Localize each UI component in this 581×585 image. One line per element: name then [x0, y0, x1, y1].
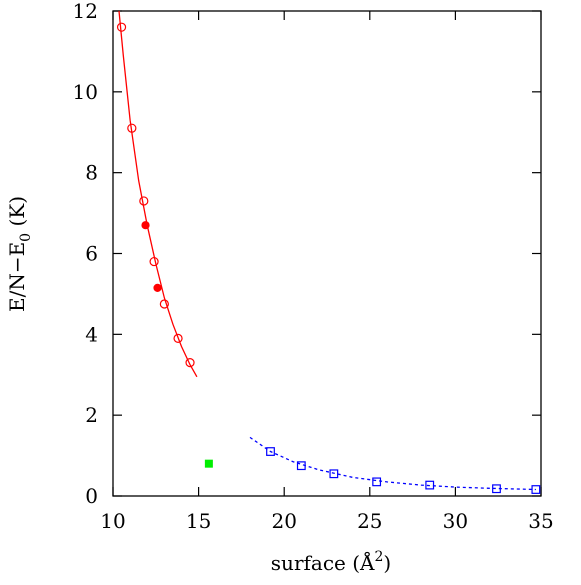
y-tick-label: 2: [85, 403, 98, 427]
y-tick-label: 8: [85, 161, 98, 185]
axis-ticks: 10 15 20 25 30 35 0 2 4 6 8 10 12: [73, 0, 554, 533]
data-point-open-circle: [149, 256, 159, 267]
fit-curve-line: [249, 436, 536, 491]
data-point-open-square: [266, 447, 275, 456]
data-point-open-circle: [185, 358, 195, 368]
x-axis-label-superscript: 2: [374, 549, 383, 565]
data-point-open-circle: [159, 299, 169, 309]
y-tick-label: 12: [73, 0, 98, 23]
fit-curves: [118, 10, 536, 491]
x-tick-label: 15: [186, 509, 211, 533]
y-axis-label-end: (K): [5, 196, 29, 233]
data-point-open-square: [425, 480, 435, 490]
x-tick-label: 10: [100, 509, 125, 533]
data-point-open-square: [492, 484, 501, 494]
data-point-filled-circle: [153, 283, 162, 292]
x-tick-label: 20: [271, 509, 296, 533]
x-tick-label: 25: [357, 509, 382, 533]
y-tick-label: 4: [85, 322, 98, 346]
data-point-open-circle: [173, 333, 183, 343]
x-axis-label: surface (Å2): [271, 549, 391, 575]
data-point-open-square: [531, 485, 541, 494]
x-tick-label: 30: [443, 509, 468, 533]
y-tick-label: 0: [85, 484, 98, 508]
data-point-open-circle: [116, 22, 127, 32]
y-tick-label: 6: [85, 242, 98, 266]
data-point-filled-circle: [141, 221, 150, 230]
data-point-open-circle: [139, 196, 149, 206]
x-tick-label: 35: [528, 509, 553, 533]
data-points: [116, 22, 541, 494]
data-point-open-square: [329, 469, 339, 479]
plot-frame: [112, 10, 542, 497]
y-axis-label-subscript: 0: [18, 233, 34, 242]
data-point-open-square: [372, 477, 382, 487]
data-point-filled-square: [204, 459, 213, 468]
x-axis-label-end: ): [383, 551, 391, 575]
y-tick-label: 10: [73, 80, 98, 104]
fit-curve-line: [118, 10, 198, 378]
data-point-open-circle: [127, 123, 137, 133]
y-axis-label: E/N−E0 (K): [5, 196, 34, 312]
data-point-open-square: [296, 461, 306, 471]
